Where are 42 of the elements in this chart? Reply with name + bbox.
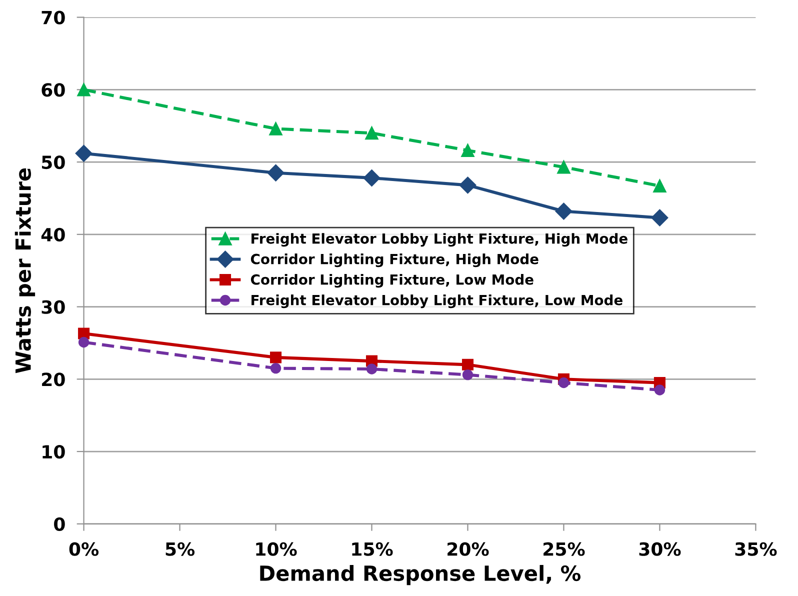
x-tick-label: 5% [166, 542, 195, 556]
point [366, 364, 378, 374]
point [270, 352, 282, 364]
y-tick-label: 20 [42, 372, 65, 386]
point [363, 169, 380, 186]
point [365, 126, 378, 140]
point [654, 384, 666, 396]
point [267, 164, 284, 182]
y-tick-label: 50 [42, 155, 65, 170]
legend-label: Corridor Lighting Fixture, Low Mode [250, 274, 534, 288]
point [75, 144, 92, 162]
point [77, 83, 90, 96]
point [461, 144, 474, 158]
point [557, 160, 570, 174]
legend-label: Freight Elevator Lobby Light Fixture, High Mode [252, 233, 628, 247]
point [651, 209, 668, 226]
y-tick-label: 70 [42, 10, 65, 24]
x-tick-label: 25% [544, 542, 585, 556]
point [462, 358, 474, 370]
point [78, 336, 90, 348]
x-tick-label: 0% [69, 542, 99, 556]
x-tick-label: 10% [256, 542, 297, 556]
x-tick-label: 30% [639, 542, 681, 556]
legend-label: Corridor Lighting Fixture, High Mode [250, 254, 538, 268]
point [270, 362, 282, 374]
legend-label: Freight Elevator Lobby Light Fixture, Low Mode [252, 294, 622, 308]
y-tick-label: 30 [42, 300, 65, 314]
y-axis-title: Watts per Fixture [14, 168, 36, 374]
point [459, 176, 476, 194]
x-tick-label: 35% [735, 542, 777, 556]
y-tick-label: 0 [54, 517, 65, 531]
y-tick-label: 10 [42, 444, 65, 459]
x-axis-title: Demand Response Level, % [260, 564, 581, 586]
point [555, 202, 572, 220]
x-tick-label: 15% [352, 542, 393, 556]
y-tick-label: 40 [41, 228, 65, 242]
point [462, 369, 474, 380]
point [269, 122, 282, 136]
point [558, 377, 570, 388]
point [653, 179, 666, 193]
y-tick-label: 60 [42, 83, 65, 97]
x-tick-label: 20% [448, 542, 489, 556]
